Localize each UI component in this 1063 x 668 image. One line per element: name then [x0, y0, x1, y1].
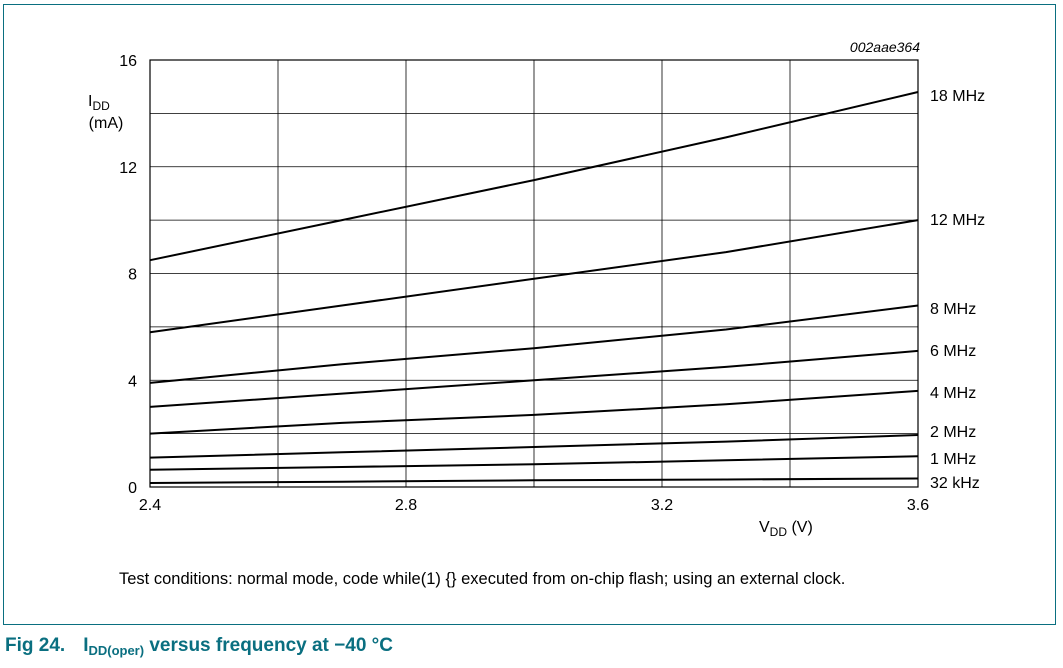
y-tick-label: 0 [128, 480, 137, 497]
figure-title-sub: DD(oper) [88, 643, 145, 658]
series-label: 6 MHz [930, 343, 976, 360]
figure-title: Fig 24. IDD(oper) versus frequency at −40… [5, 635, 393, 658]
tick-labels: 2.4 2.8 3.2 3.6 0 4 8 12 16 [119, 53, 929, 514]
series-label: 18 MHz [930, 88, 985, 105]
series-line [149, 304, 919, 384]
caption: Test conditions: normal mode, code while… [119, 570, 846, 588]
y-tick-label: 4 [128, 373, 137, 390]
series-label: 8 MHz [930, 301, 976, 318]
figure-number: Fig 24. [5, 635, 66, 656]
series-line [149, 349, 919, 408]
series-label: 12 MHz [930, 212, 985, 229]
series-label: 4 MHz [930, 385, 976, 402]
figure-title-main: I [83, 635, 89, 656]
series-line [149, 455, 919, 471]
x-tick-label: 2.8 [395, 497, 417, 514]
x-tick-label: 3.6 [907, 497, 929, 514]
y-axis-label: IDD [88, 93, 110, 113]
y-axis-unit: (mA) [89, 115, 124, 132]
y-tick-label: 16 [119, 53, 137, 70]
series-line [149, 91, 919, 262]
series-line [149, 434, 919, 459]
series-labels: 18 MHz 12 MHz 8 MHz 6 MHz 4 MHz 2 MHz 1 MHz 32 … [930, 88, 985, 492]
x-tick-label: 3.2 [651, 497, 673, 514]
y-tick-label: 12 [119, 160, 137, 177]
plot-border [149, 59, 919, 488]
figure-frame [3, 4, 1056, 625]
series-label: 1 MHz [930, 451, 976, 468]
chart: 2.4 2.8 3.2 3.6 0 4 8 12 16 18 MHz 12 MHz 8 MHz 6 M… [88, 39, 985, 539]
series-line [149, 389, 919, 435]
x-tick-label: 2.4 [139, 497, 161, 514]
series-label: 2 MHz [930, 424, 976, 441]
series-lines [149, 91, 919, 484]
series-label: 32 kHz [930, 475, 980, 492]
series-line [149, 219, 919, 334]
y-tick-label: 8 [128, 267, 137, 284]
x-axis-label: VDD (V) [759, 519, 813, 539]
series-line [149, 477, 919, 484]
chart-annotation: 002aae364 [850, 39, 920, 55]
grid [150, 60, 918, 487]
figure-title-rest: versus frequency at −40 °C [144, 635, 393, 656]
